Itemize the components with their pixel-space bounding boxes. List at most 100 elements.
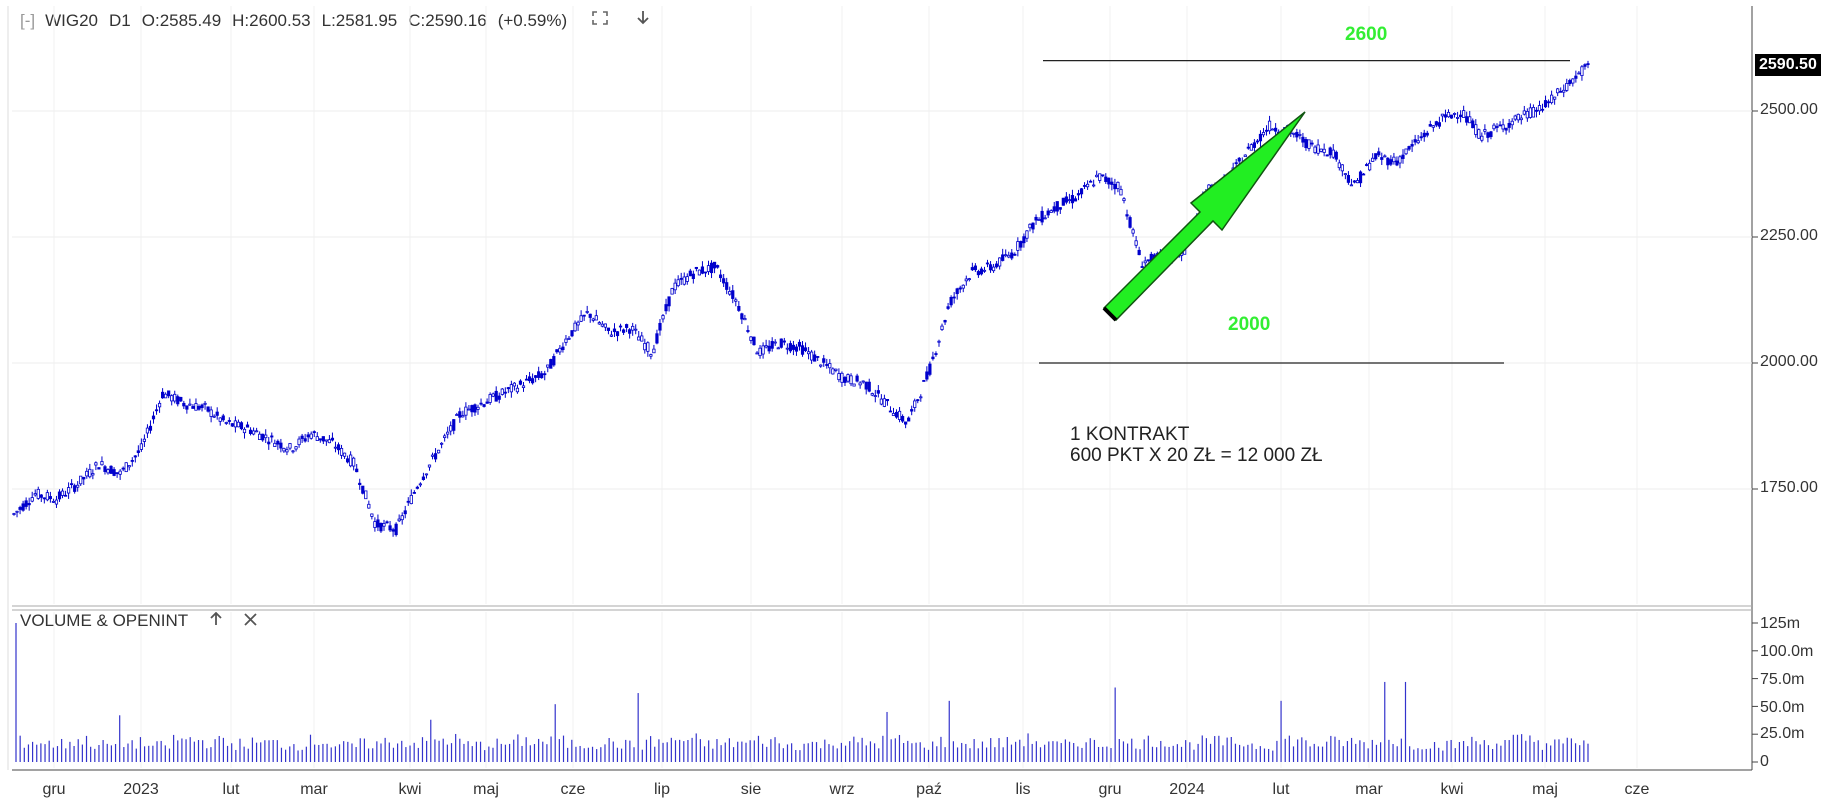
last-price-tag: 2590.50 — [1755, 54, 1821, 76]
fullscreen-icon[interactable] — [592, 11, 608, 30]
candle-body — [773, 341, 777, 344]
download-arrow-icon[interactable] — [636, 10, 650, 31]
candle-body — [1368, 162, 1372, 171]
arrow-up-icon[interactable] — [210, 611, 222, 631]
candle-body — [1319, 148, 1323, 152]
candle-body — [258, 433, 262, 440]
candle-body — [1128, 217, 1132, 228]
candle-body — [491, 393, 495, 397]
x-tick-cze-2024: cze — [1624, 781, 1650, 798]
candle-body — [949, 296, 953, 306]
candle-body — [309, 433, 313, 439]
candle-body — [497, 395, 501, 400]
candle-body — [1037, 219, 1041, 221]
candle-body — [758, 347, 762, 357]
candle-body — [1328, 147, 1332, 156]
x-tick-gru-2022: gru — [42, 781, 66, 798]
x-tick-lut-2024: lut — [1272, 781, 1290, 798]
candle-body — [346, 458, 350, 463]
vol-tick-125m: 125m — [1760, 615, 1801, 632]
candle-body — [130, 460, 134, 462]
x-tick-kwi-2023: kwi — [398, 781, 422, 798]
candle-body — [597, 322, 601, 325]
candle-body — [1034, 216, 1038, 221]
candle-body — [1089, 180, 1093, 183]
candle-body — [615, 331, 620, 337]
candle-body — [1365, 164, 1369, 166]
candle-body — [797, 341, 802, 347]
candle-body — [564, 338, 568, 343]
candle-body — [1337, 162, 1341, 169]
collapse-toggle[interactable]: [-] — [20, 10, 36, 30]
candle-body — [1465, 116, 1469, 123]
candle-body — [561, 346, 565, 351]
candle-body — [931, 356, 935, 360]
candle-body — [521, 385, 526, 389]
candle-body — [1553, 96, 1557, 100]
candle-body — [1501, 124, 1505, 130]
candle-body — [900, 416, 905, 422]
candle-body — [852, 383, 856, 387]
candle-body — [1531, 107, 1536, 118]
candle-body — [382, 523, 386, 527]
candle-body — [855, 375, 859, 382]
candle-body — [806, 351, 811, 355]
candle-body — [1085, 183, 1090, 188]
candle-body — [788, 343, 792, 352]
candle-body — [1322, 148, 1326, 153]
candle-body — [1395, 160, 1399, 166]
candle-body — [206, 406, 210, 412]
candle-body — [628, 329, 632, 334]
candle-body — [273, 442, 277, 447]
contract-line-1: 1 KONTRAKT — [1070, 424, 1190, 445]
candle-body — [1468, 116, 1472, 124]
candle-body — [446, 431, 450, 435]
candle-body — [740, 313, 744, 320]
candle-body — [88, 468, 92, 478]
candle-body — [988, 264, 993, 271]
candle-body — [512, 382, 517, 387]
candle-body — [1340, 164, 1344, 172]
candle-body — [534, 375, 538, 378]
candle-body — [179, 396, 183, 402]
candle-body — [191, 406, 195, 409]
candle-body — [282, 447, 286, 452]
close-icon[interactable] — [244, 611, 257, 631]
candle-body — [203, 402, 207, 405]
candle-body — [1355, 180, 1360, 184]
candle-body — [1249, 144, 1253, 151]
candle-body — [91, 473, 95, 476]
x-tick-lip-2023: lip — [653, 781, 671, 798]
candle-body — [261, 433, 265, 441]
level-2000-label: 2000 — [1228, 314, 1271, 335]
candle-body — [1325, 154, 1329, 157]
candle-body — [294, 446, 298, 450]
x-tick-wrz-2023: wrz — [829, 781, 855, 798]
candle-body — [230, 423, 234, 427]
candle-body — [1562, 89, 1566, 93]
candle-body — [318, 438, 322, 441]
candle-body — [800, 345, 805, 355]
candle-body — [1313, 146, 1317, 154]
candle-body — [161, 391, 165, 399]
candle-body — [555, 349, 559, 353]
candle-body — [970, 267, 974, 271]
candle-body — [603, 323, 607, 328]
candle-body — [1437, 122, 1441, 127]
candle-body — [894, 411, 899, 418]
candle-body — [873, 395, 877, 397]
candle-body — [982, 269, 987, 272]
candle-body — [752, 336, 756, 346]
candle-body — [415, 486, 419, 489]
candle-body — [291, 450, 295, 453]
candle-body — [1398, 156, 1402, 164]
candle-body — [1076, 193, 1081, 196]
candle-body — [1389, 159, 1393, 165]
candle-body — [858, 382, 862, 386]
candle-body — [1004, 254, 1008, 257]
candle-body — [1243, 154, 1247, 158]
candle-body — [722, 278, 726, 284]
candle-body — [315, 436, 319, 441]
candle-body — [828, 363, 832, 369]
candle-body — [743, 318, 747, 321]
